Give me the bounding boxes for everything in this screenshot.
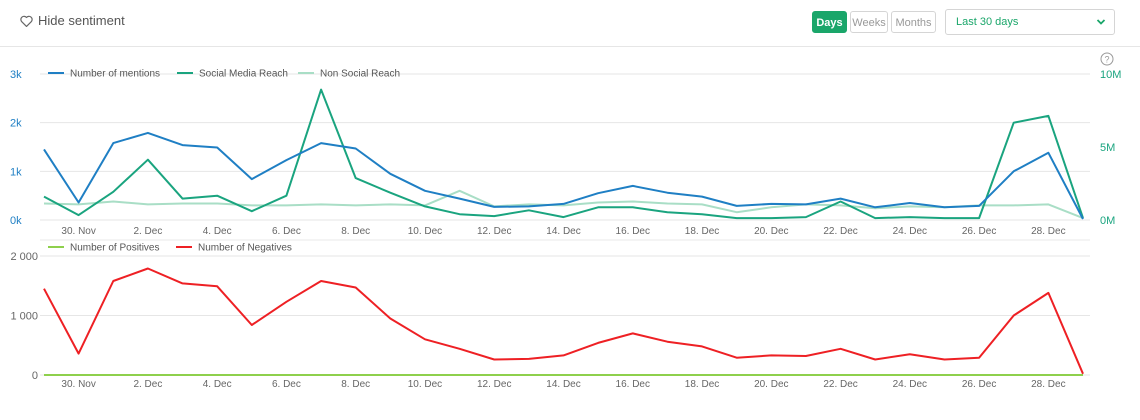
date-range-select[interactable]: Last 30 days: [945, 9, 1115, 35]
positives-negatives-chart: 0 1 000 2 000 30. Nov 2. Dec 4. Dec 6. Dec 8. D…: [10, 243, 1090, 390]
x-tick-label: 16. Dec: [616, 226, 650, 237]
x-tick-label: 28. Dec: [1031, 379, 1065, 390]
x-tick-label: 4. Dec: [203, 379, 232, 390]
y-tick-label-left: 1k: [10, 166, 22, 178]
days-button[interactable]: Days: [812, 11, 847, 33]
y-tick-label-left: 2k: [10, 118, 22, 130]
date-range-value: Last 30 days: [956, 16, 1019, 28]
legend-label: Number of Negatives: [198, 243, 292, 254]
y-tick-label-left: 0k: [10, 215, 22, 227]
series-line-social-media-reach: [43, 88, 1084, 220]
legend-item: Number of Negatives: [176, 243, 292, 254]
x-tick-label: 10. Dec: [408, 226, 442, 237]
legend-label: Social Media Reach: [199, 69, 288, 80]
hide-sentiment-label: Hide sentiment: [38, 13, 125, 28]
help-icon[interactable]: ?: [1100, 52, 1114, 71]
x-tick-label: 10. Dec: [408, 379, 442, 390]
x-tick-label: 30. Nov: [61, 226, 95, 237]
x-tick-label: 16. Dec: [616, 379, 650, 390]
x-tick-label: 2. Dec: [133, 226, 162, 237]
x-tick-label: 26. Dec: [962, 379, 996, 390]
y-tick-label-right: 10M: [1100, 69, 1121, 81]
x-tick-label: 22. Dec: [823, 226, 857, 237]
x-tick-label: 24. Dec: [893, 379, 927, 390]
x-tick-label: 8. Dec: [341, 379, 370, 390]
y-tick-label-right: 5M: [1100, 142, 1115, 154]
x-tick-label: 20. Dec: [754, 226, 788, 237]
legend-label: Number of Positives: [70, 243, 159, 254]
x-tick-label: 14. Dec: [546, 226, 580, 237]
x-tick-label: 30. Nov: [61, 379, 95, 390]
x-tick-label: 4. Dec: [203, 226, 232, 237]
x-tick-label: 18. Dec: [685, 379, 719, 390]
x-tick-label: 14. Dec: [546, 379, 580, 390]
chevron-down-icon: [1096, 10, 1106, 43]
heart-icon: [20, 15, 33, 27]
legend-item: Number of mentions: [48, 69, 160, 80]
x-tick-label: 20. Dec: [754, 379, 788, 390]
legend-label: Number of mentions: [70, 69, 160, 80]
x-tick-label: 18. Dec: [685, 226, 719, 237]
x-tick-label: 6. Dec: [272, 379, 301, 390]
legend-item: Number of Positives: [48, 243, 159, 254]
x-tick-label: 28. Dec: [1031, 226, 1065, 237]
x-tick-label: 12. Dec: [477, 379, 511, 390]
x-tick-label: 24. Dec: [893, 226, 927, 237]
legend-label: Non Social Reach: [320, 69, 400, 80]
mentions-reach-chart: 0k 1k 2k 3k 0M 5M 10M 30. Nov 2. Dec 4. Dec 6. Dec…: [10, 69, 1121, 238]
toolbar: Hide sentiment Days Weeks Months Last 30…: [0, 0, 1140, 47]
x-tick-label: 2. Dec: [133, 379, 162, 390]
y-tick-label-left: 3k: [10, 69, 22, 81]
x-tick-label: 22. Dec: [823, 379, 857, 390]
legend-item: Non Social Reach: [298, 69, 400, 80]
weeks-button[interactable]: Weeks: [850, 11, 888, 33]
series-line-non-social-reach: [43, 189, 1084, 220]
legend-item: Social Media Reach: [177, 69, 288, 80]
x-tick-label: 26. Dec: [962, 226, 996, 237]
series-line-number-of-negatives: [43, 267, 1084, 375]
y-tick-label: 1 000: [10, 311, 38, 323]
x-tick-label: 8. Dec: [341, 226, 370, 237]
x-tick-label: 6. Dec: [272, 226, 301, 237]
months-button[interactable]: Months: [891, 11, 936, 33]
y-tick-label-right: 0M: [1100, 215, 1115, 227]
x-tick-label: 12. Dec: [477, 226, 511, 237]
svg-text:?: ?: [1104, 55, 1109, 65]
y-tick-label: 0: [32, 370, 38, 382]
hide-sentiment-toggle[interactable]: Hide sentiment: [20, 13, 125, 28]
y-tick-label: 2 000: [10, 251, 38, 263]
series-line-number-of-mentions: [43, 131, 1084, 220]
